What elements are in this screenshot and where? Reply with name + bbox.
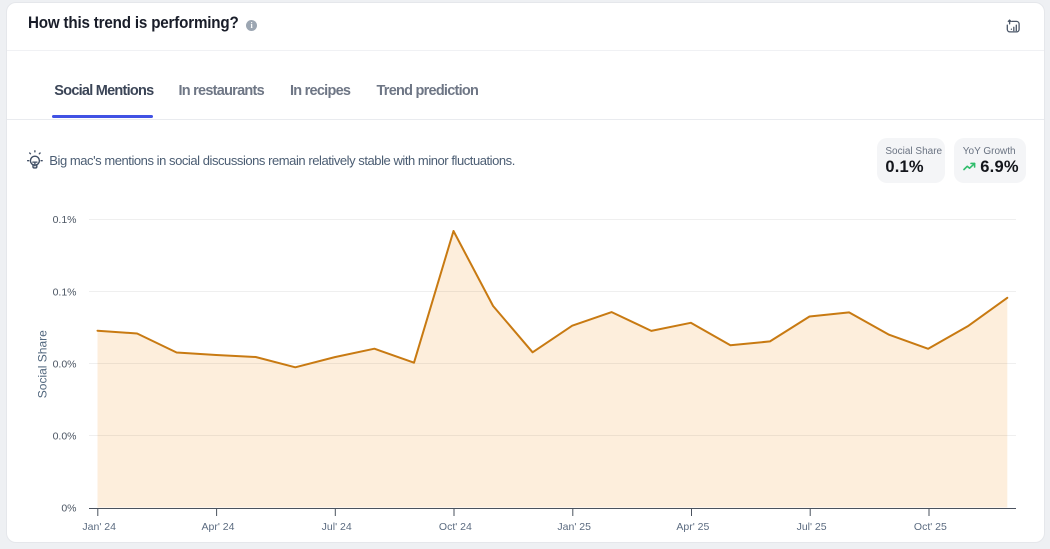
svg-text:0.1%: 0.1% — [53, 286, 77, 298]
svg-text:0%: 0% — [61, 503, 76, 515]
svg-text:Social Share: Social Share — [36, 330, 50, 398]
svg-text:Oct' 25: Oct' 25 — [914, 521, 947, 533]
svg-text:Jan' 24: Jan' 24 — [82, 521, 116, 533]
svg-text:Oct' 24: Oct' 24 — [439, 521, 472, 533]
svg-text:Jan' 25: Jan' 25 — [557, 521, 591, 533]
svg-text:0.0%: 0.0% — [53, 359, 77, 371]
svg-text:0.1%: 0.1% — [53, 214, 77, 226]
svg-text:Jul' 24: Jul' 24 — [322, 521, 352, 533]
svg-text:0.0%: 0.0% — [53, 431, 77, 443]
svg-text:Apr' 24: Apr' 24 — [202, 521, 235, 533]
svg-text:Apr' 25: Apr' 25 — [676, 521, 709, 533]
svg-text:Jul' 25: Jul' 25 — [797, 521, 827, 533]
